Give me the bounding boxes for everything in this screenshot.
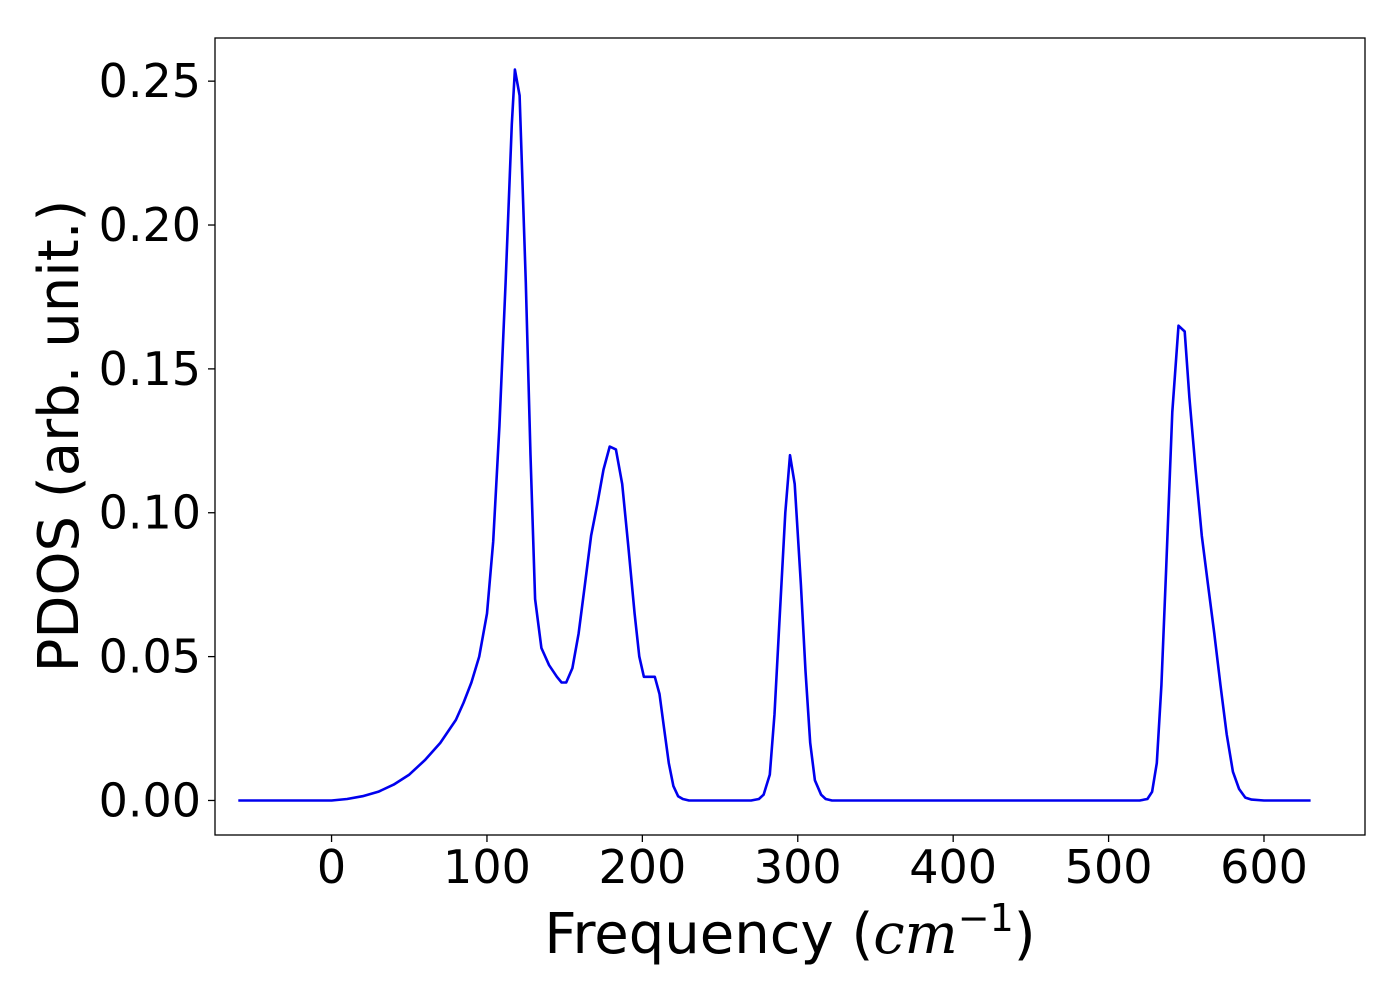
x-axis: 0 100 200 300 400 500 600 bbox=[317, 835, 1308, 894]
x-tick-label: 100 bbox=[443, 840, 531, 894]
x-axis-label-prefix: Frequency ( bbox=[544, 902, 873, 967]
plot-area bbox=[214, 37, 1366, 836]
y-tick-label: 0.20 bbox=[99, 198, 201, 252]
x-tick-label: 400 bbox=[909, 840, 997, 894]
x-tick-label: 200 bbox=[598, 840, 686, 894]
y-tick-label: 0.10 bbox=[99, 486, 201, 540]
series-layer bbox=[238, 68, 1311, 802]
y-tick-label: 0.25 bbox=[99, 54, 201, 108]
y-axis: 0.00 0.05 0.10 0.15 0.20 0.25 bbox=[99, 54, 215, 827]
y-tick-label: 0.05 bbox=[99, 630, 201, 684]
y-tick-label: 0.00 bbox=[99, 773, 201, 827]
y-tick-label: 0.15 bbox=[99, 342, 201, 396]
pdos-series-line bbox=[238, 68, 1311, 802]
x-axis-label-suffix: ) bbox=[1014, 902, 1036, 967]
x-axis-label-exponent: −1 bbox=[958, 896, 1014, 940]
x-tick-label: 0 bbox=[317, 840, 346, 894]
y-axis-label: PDOS (arb. unit.) bbox=[27, 200, 92, 673]
x-axis-label-unit: cm bbox=[873, 902, 957, 967]
x-tick-label: 600 bbox=[1220, 840, 1308, 894]
x-axis-label: Frequency (cm−1) bbox=[544, 896, 1035, 967]
x-tick-label: 300 bbox=[754, 840, 842, 894]
x-tick-label: 500 bbox=[1065, 840, 1153, 894]
